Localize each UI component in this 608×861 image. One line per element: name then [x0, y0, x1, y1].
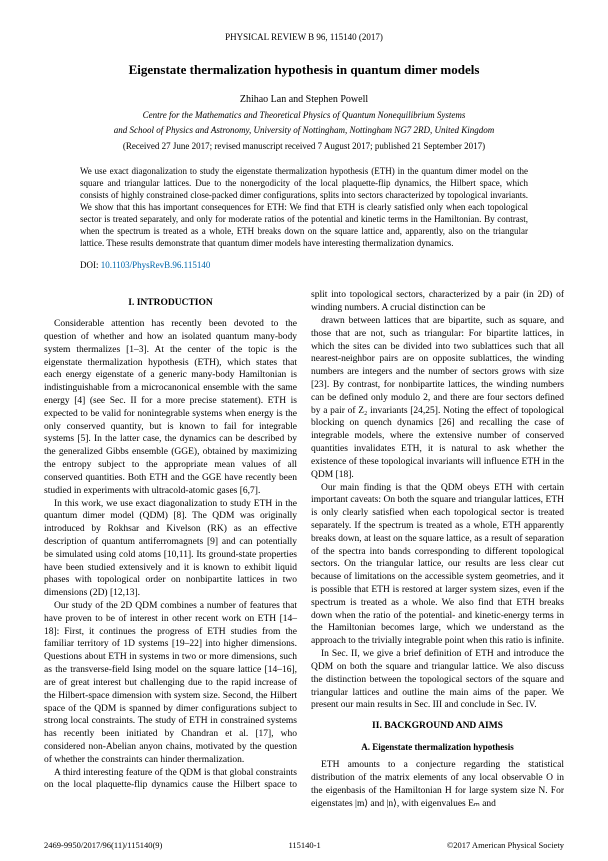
abstract: We use exact diagonalization to study th… [80, 165, 528, 250]
section-2-heading: II. BACKGROUND AND AIMS [311, 720, 564, 733]
paragraph: Our study of the 2D QDM combines a numbe… [44, 600, 297, 767]
body-columns: I. INTRODUCTION Considerable attention h… [44, 289, 564, 810]
journal-header: PHYSICAL REVIEW B 96, 115140 (2017) [44, 32, 564, 44]
subsection-2a-heading: A. Eigenstate thermalization hypothesis [311, 741, 564, 753]
footer-left: 2469-9950/2017/96(11)/115140(9) [44, 840, 162, 851]
affiliation-line-2: and School of Physics and Astronomy, Uni… [44, 125, 564, 137]
footer-copyright: ©2017 American Physical Society [447, 840, 564, 851]
paragraph: In this work, we use exact diagonalizati… [44, 498, 297, 601]
section-1-heading: I. INTRODUCTION [44, 297, 297, 310]
paper-title: Eigenstate thermalization hypothesis in … [44, 62, 564, 79]
doi-line: DOI: 10.1103/PhysRevB.96.115140 [80, 260, 528, 272]
paragraph: Our main finding is that the QDM obeys E… [311, 482, 564, 649]
paragraph: ETH amounts to a conjecture regarding th… [311, 759, 564, 810]
authors: Zhihao Lan and Stephen Powell [44, 93, 564, 106]
affiliation-line-1: Centre for the Mathematics and Theoretic… [44, 110, 564, 122]
doi-label: DOI: [80, 260, 99, 270]
paragraph: In Sec. II, we give a brief definition o… [311, 648, 564, 712]
footer-page-number: 115140-1 [288, 840, 320, 851]
doi-link[interactable]: 10.1103/PhysRevB.96.115140 [101, 260, 211, 270]
paragraph: Considerable attention has recently been… [44, 318, 297, 497]
paragraph: drawn between lattices that are bipartit… [311, 315, 564, 482]
page-footer: 2469-9950/2017/96(11)/115140(9) 115140-1… [0, 830, 608, 861]
publication-dates: (Received 27 June 2017; revised manuscri… [44, 141, 564, 153]
